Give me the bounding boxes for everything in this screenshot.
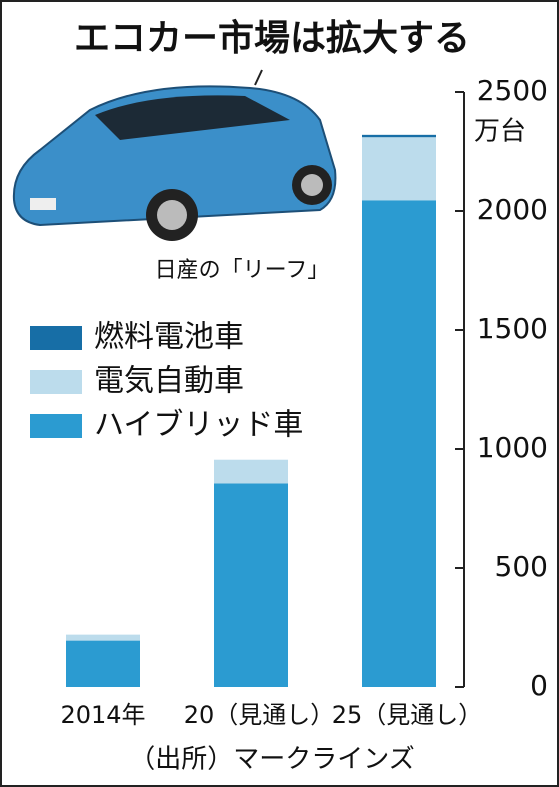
bar-segment (214, 483, 288, 687)
y-tick-label: 1000 (477, 431, 548, 464)
y-tick-label: 0 (530, 669, 548, 702)
bar-segment (362, 200, 436, 688)
y-tick-label: 500 (495, 550, 548, 583)
legend-label: ハイブリッド車 (94, 408, 303, 443)
y-tick-label: 2000 (477, 193, 548, 226)
chart-title: エコカー市場は拡大する (74, 18, 470, 59)
y-tick-label: 1500 (477, 312, 548, 345)
legend-swatch (30, 414, 82, 438)
bar-segment (66, 634, 140, 641)
x-tick-label: 2014年 (60, 701, 145, 729)
bar-segment (214, 459, 288, 484)
bar-segment (362, 134, 436, 138)
legend-label: 電気自動車 (94, 364, 244, 399)
legend-swatch (30, 326, 82, 350)
source-note: （出所）マークラインズ (129, 745, 414, 775)
y-tick-label: 2500 (477, 74, 548, 107)
legend-swatch (30, 370, 82, 394)
x-tick-label: 20（見通し） (184, 701, 335, 729)
x-tick-label: 25（見通し） (332, 701, 483, 729)
bar-segment (362, 137, 436, 201)
bar-segment (66, 640, 140, 687)
image-caption: 日産の「リーフ」 (155, 258, 330, 283)
car-illustration (12, 69, 337, 241)
unit-label: 万台 (474, 117, 526, 147)
legend-label: 燃料電池車 (94, 320, 244, 355)
